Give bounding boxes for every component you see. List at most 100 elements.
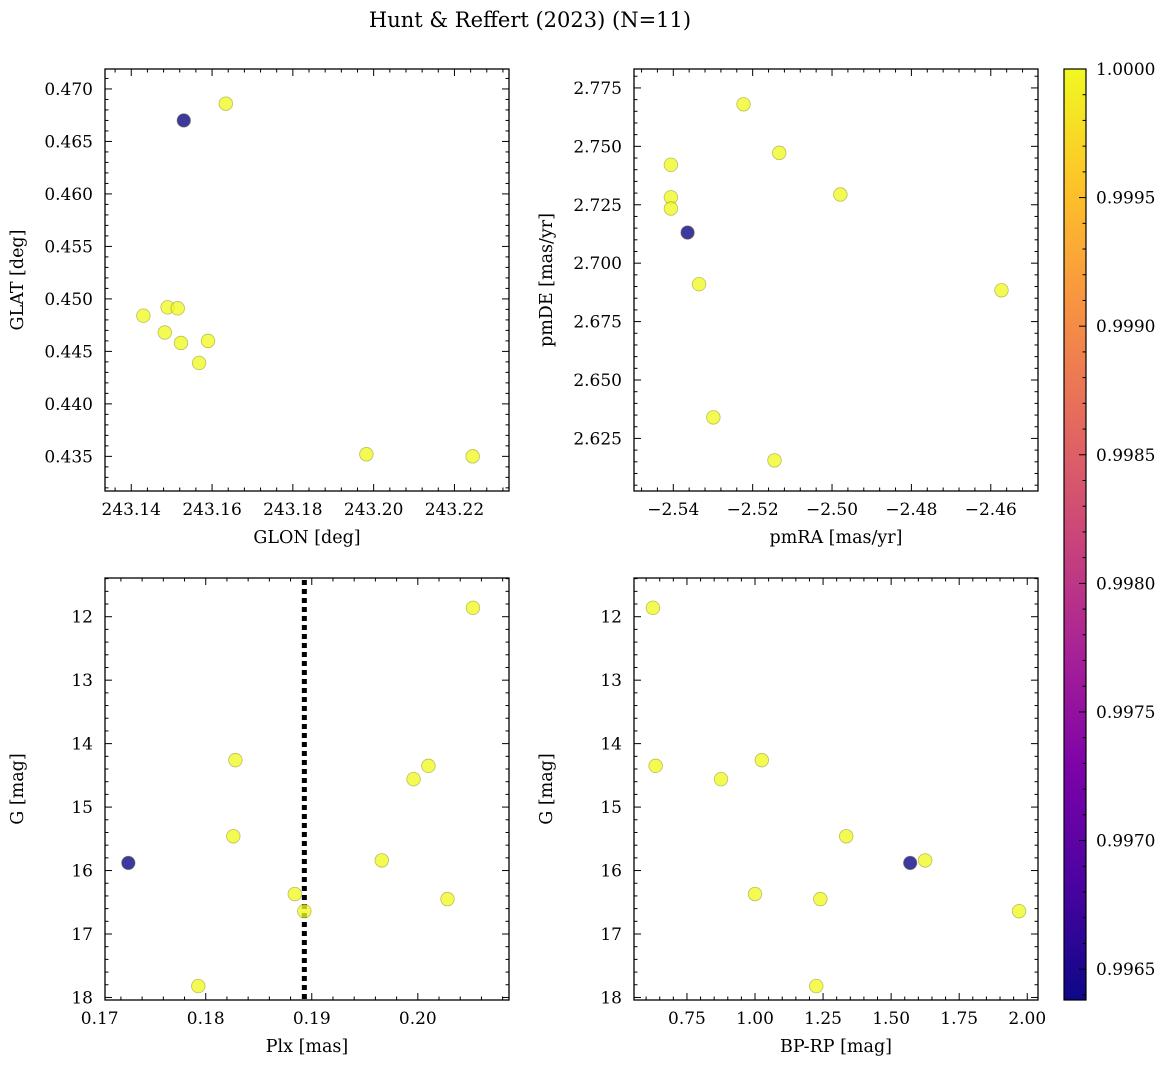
scatter-point xyxy=(287,886,303,902)
y-axis-label: G [mag] xyxy=(537,753,557,824)
scatter-point xyxy=(465,600,481,616)
scatter-point xyxy=(406,771,421,787)
x-tick-label: −2.54 xyxy=(647,500,699,520)
scatter-point xyxy=(813,891,828,907)
scatter-point xyxy=(465,449,480,464)
scatter-point xyxy=(809,978,824,994)
y-axis-label: pmDE [mas/yr] xyxy=(537,213,557,347)
scatter-point xyxy=(157,325,172,340)
x-tick-label: −2.46 xyxy=(965,500,1017,520)
scatter-point xyxy=(706,410,721,425)
y-tick-label: 16 xyxy=(600,862,622,882)
x-tick-label: 243.22 xyxy=(425,500,484,520)
y-tick-label: 13 xyxy=(71,671,93,691)
x-tick-label: 0.75 xyxy=(668,1009,706,1029)
y-tick-label: 14 xyxy=(600,735,622,755)
panel-4: 0.75 1.00 1.25 1.50 1.75 2.00 12 13 14 15 16 17 18 BP… xyxy=(537,577,1046,1057)
scatter-point xyxy=(374,853,389,868)
y-tick-label: 0.455 xyxy=(44,237,93,257)
y-tick-label: 12 xyxy=(600,608,622,628)
scatter-point xyxy=(359,447,374,462)
y-tick-label: 0.440 xyxy=(44,395,93,415)
scatter-point xyxy=(663,157,679,173)
x-tick-label: −2.50 xyxy=(806,500,858,520)
scatter-point xyxy=(136,308,151,323)
y-tick-label: 12 xyxy=(71,608,93,628)
scatter-point xyxy=(1011,903,1027,919)
figure-title: Hunt & Reffert (2023) (N=11) xyxy=(369,8,691,32)
x-axis-label: BP-RP [mag] xyxy=(780,1037,892,1057)
scatter-point xyxy=(218,96,233,111)
x-tick-label: −2.52 xyxy=(727,500,779,520)
x-tick-label: 243.18 xyxy=(263,500,322,520)
y-tick-label: 0.445 xyxy=(44,342,93,362)
scatter-point xyxy=(772,145,787,161)
y-axis-label: G [mag] xyxy=(8,753,28,824)
y-tick-label: 0.470 xyxy=(44,80,93,100)
scatter-point xyxy=(833,187,848,202)
x-axis-label: Plx [mas] xyxy=(266,1037,348,1057)
x-tick-label: 243.16 xyxy=(182,500,241,520)
colorbar-tick-label: 0.9965 xyxy=(1096,960,1155,980)
scatter-point xyxy=(191,355,207,371)
colorbar-tick-label: 1.0000 xyxy=(1096,60,1155,80)
axes-frame xyxy=(104,577,510,1001)
x-tick-label: 0.18 xyxy=(187,1009,225,1029)
y-tick-label: 15 xyxy=(600,798,622,818)
colorbar-tick-label: 0.9995 xyxy=(1096,189,1155,209)
colorbar-gradient xyxy=(1064,69,1086,1000)
y-tick-label: 0.465 xyxy=(44,132,93,152)
x-axis-label: pmRA [mas/yr] xyxy=(770,528,903,548)
scatter-point xyxy=(440,891,455,907)
x-tick-label: 1.75 xyxy=(940,1009,978,1029)
scatter-point xyxy=(121,855,136,871)
scatter-point xyxy=(754,752,770,768)
colorbar-tick-label: 0.9990 xyxy=(1096,317,1155,337)
scatter-point xyxy=(297,903,312,919)
scatter-point xyxy=(176,113,191,128)
y-tick-label: 16 xyxy=(71,862,93,882)
x-tick-label: 243.20 xyxy=(344,500,403,520)
panels: 243.14 243.16 243.18 243.20 243.22 0.435 0.440… xyxy=(8,68,1046,1057)
scatter-point xyxy=(170,301,185,316)
axes-frame xyxy=(633,68,1039,492)
scatter-point xyxy=(736,97,751,112)
y-tick-label: 0.460 xyxy=(44,185,93,205)
x-tick-label: 0.20 xyxy=(399,1009,437,1029)
x-tick-label: 1.50 xyxy=(872,1009,910,1029)
scatter-point xyxy=(663,201,679,216)
colorbar-tick-label: 0.9975 xyxy=(1096,703,1155,723)
scatter-point xyxy=(421,758,436,774)
x-tick-label: 2.00 xyxy=(1008,1009,1046,1029)
panel-1: 243.14 243.16 243.18 243.20 243.22 0.435 0.440… xyxy=(8,68,510,548)
scatter-point xyxy=(648,758,663,774)
scatter-point xyxy=(902,855,918,871)
axes-frame xyxy=(104,68,510,492)
x-tick-label: −2.48 xyxy=(885,500,937,520)
colorbar-tick-label: 0.9980 xyxy=(1096,574,1155,594)
y-tick-label: 18 xyxy=(600,988,622,1008)
y-tick-label: 0.435 xyxy=(44,447,93,467)
y-tick-label: 2.725 xyxy=(573,196,622,216)
x-axis-label: GLON [deg] xyxy=(253,528,360,548)
y-tick-label: 2.650 xyxy=(573,371,622,391)
y-tick-label: 0.450 xyxy=(44,290,93,310)
colorbar-tick-label: 0.9985 xyxy=(1096,446,1155,466)
scatter-point xyxy=(226,829,241,844)
y-axis-label: GLAT [deg] xyxy=(8,230,28,331)
scatter-point xyxy=(767,453,782,468)
x-tick-label: 243.14 xyxy=(102,500,161,520)
panel-3: 0.17 0.18 0.19 0.20 12 13 14 15 16 17 18 Plx [mas] G… xyxy=(8,577,510,1057)
scatter-point xyxy=(680,225,695,240)
y-tick-label: 14 xyxy=(71,735,93,755)
y-tick-label: 2.625 xyxy=(573,429,622,449)
scatter-point xyxy=(191,978,206,994)
y-tick-label: 17 xyxy=(600,925,622,945)
scatter-point xyxy=(645,600,661,616)
panel-2: −2.54 −2.52 −2.50 −2.48 −2.46 2.625 2.650 2.675… xyxy=(537,68,1039,548)
y-tick-label: 2.675 xyxy=(573,313,622,333)
y-tick-label: 15 xyxy=(71,798,93,818)
scatter-point xyxy=(691,277,707,292)
y-tick-label: 2.700 xyxy=(573,254,622,274)
